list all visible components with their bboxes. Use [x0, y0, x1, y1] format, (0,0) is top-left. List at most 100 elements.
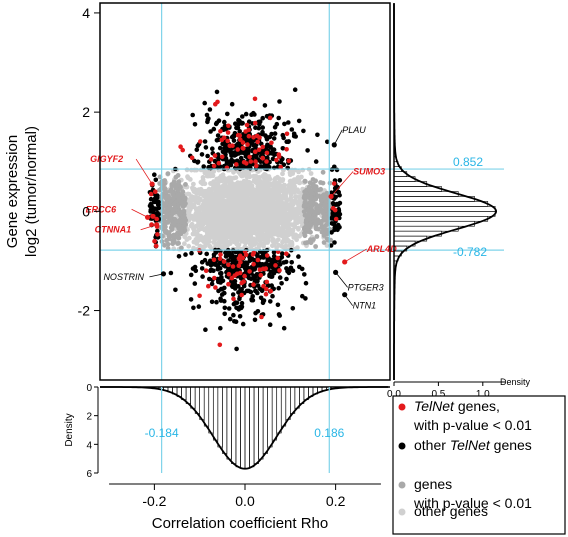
point-other-telnet — [257, 119, 263, 124]
point-other-telnet — [303, 296, 308, 301]
point-other-telnet — [196, 304, 202, 309]
right-density-tick-label: 0.5 — [431, 389, 445, 400]
point-gene-pvalue — [318, 180, 323, 185]
point-other-gene — [220, 208, 226, 214]
point-other-telnet — [325, 139, 330, 145]
point-other-telnet — [219, 286, 225, 292]
point-other-telnet — [265, 257, 271, 263]
point-other-telnet — [218, 271, 223, 276]
point-gene-pvalue — [178, 210, 184, 216]
point-other-telnet — [237, 129, 242, 134]
gene-leader-line — [344, 248, 367, 263]
point-gene-pvalue — [307, 209, 313, 215]
point-other-gene — [289, 239, 295, 245]
point-telnet-pvalue — [251, 282, 256, 287]
legend-marker — [398, 481, 406, 489]
point-other-gene — [257, 209, 262, 215]
x-tick-label: 0.2 — [326, 493, 346, 509]
gene-leader-line — [335, 272, 348, 288]
point-other-telnet — [233, 249, 238, 255]
point-gene-pvalue — [171, 202, 177, 208]
bottom-histogram-bar — [240, 386, 246, 469]
point-other-telnet — [211, 126, 217, 132]
point-telnet-pvalue — [260, 155, 266, 161]
point-other-gene — [233, 175, 239, 181]
point-telnet-pvalue — [284, 131, 290, 137]
bottom-histogram-bar — [267, 386, 273, 448]
point-other-telnet — [266, 283, 271, 288]
point-other-gene — [207, 244, 213, 250]
point-other-gene — [207, 173, 213, 179]
point-other-gene — [266, 201, 272, 207]
point-other-gene — [250, 241, 256, 246]
point-other-telnet — [290, 268, 296, 274]
point-other-telnet — [305, 148, 310, 153]
point-other-telnet — [239, 286, 244, 292]
point-telnet-pvalue — [248, 159, 254, 164]
point-telnet-pvalue — [257, 267, 263, 273]
point-other-telnet — [202, 100, 207, 106]
point-other-gene — [294, 237, 299, 243]
bottom-histogram-bar — [258, 386, 264, 460]
point-other-telnet — [242, 136, 247, 141]
point-telnet-pvalue — [230, 264, 236, 269]
point-other-gene — [196, 195, 202, 201]
right-histogram-bar — [393, 225, 459, 232]
point-other-gene — [252, 206, 258, 212]
point-other-gene — [253, 216, 259, 221]
point-other-telnet — [280, 132, 286, 138]
legend-text-segment: TelNet — [450, 437, 491, 453]
point-other-telnet — [283, 259, 289, 265]
point-other-telnet — [249, 112, 254, 117]
point-other-telnet — [191, 305, 196, 311]
point-gene-pvalue — [321, 240, 327, 245]
point-other-gene — [262, 233, 268, 238]
point-other-telnet — [194, 147, 200, 152]
point-other-telnet — [235, 125, 241, 130]
bottom-histogram-bar — [294, 386, 300, 409]
point-other-gene — [234, 221, 240, 227]
gene-label: NTN1 — [353, 301, 377, 311]
point-gene-pvalue — [314, 234, 320, 239]
point-other-telnet — [243, 111, 249, 117]
point-other-gene — [269, 206, 275, 212]
point-gene-pvalue — [166, 206, 171, 212]
point-other-gene — [191, 189, 197, 194]
point-telnet-pvalue — [259, 314, 264, 320]
point-other-gene — [253, 202, 259, 208]
point-other-gene — [256, 196, 261, 202]
point-other-gene — [216, 223, 222, 229]
bottom-histogram-bar — [231, 386, 237, 464]
point-other-gene — [184, 167, 190, 173]
point-other-gene — [265, 239, 271, 245]
point-other-gene — [274, 183, 280, 189]
scatter-y-title: Gene expression log2 (tumor/normal) — [4, 126, 40, 257]
point-other-gene — [234, 215, 240, 221]
point-other-gene — [190, 185, 195, 191]
point-other-gene — [280, 177, 286, 182]
point-other-gene — [279, 199, 284, 205]
point-other-gene — [254, 220, 259, 226]
point-other-gene — [219, 231, 225, 237]
point-other-telnet — [250, 294, 255, 299]
threshold-lines — [100, 3, 504, 380]
point-gene-pvalue — [173, 186, 179, 191]
point-other-gene — [182, 234, 188, 240]
point-other-telnet — [329, 215, 334, 221]
point-other-telnet — [271, 136, 277, 141]
point-other-telnet — [275, 302, 281, 308]
bottom-histogram-bar — [235, 386, 241, 468]
point-other-telnet — [265, 262, 270, 267]
point-telnet-pvalue — [212, 153, 218, 158]
point-gene-pvalue — [316, 210, 321, 216]
point-other-gene — [262, 172, 267, 177]
gene-point — [154, 222, 160, 228]
point-telnet-pvalue — [273, 263, 278, 268]
point-other-gene — [292, 167, 298, 173]
point-other-gene — [231, 233, 237, 239]
point-other-gene — [257, 223, 263, 229]
point-other-telnet — [156, 202, 161, 207]
point-other-gene — [200, 226, 206, 232]
point-other-telnet — [284, 276, 289, 282]
point-other-telnet — [231, 138, 237, 143]
